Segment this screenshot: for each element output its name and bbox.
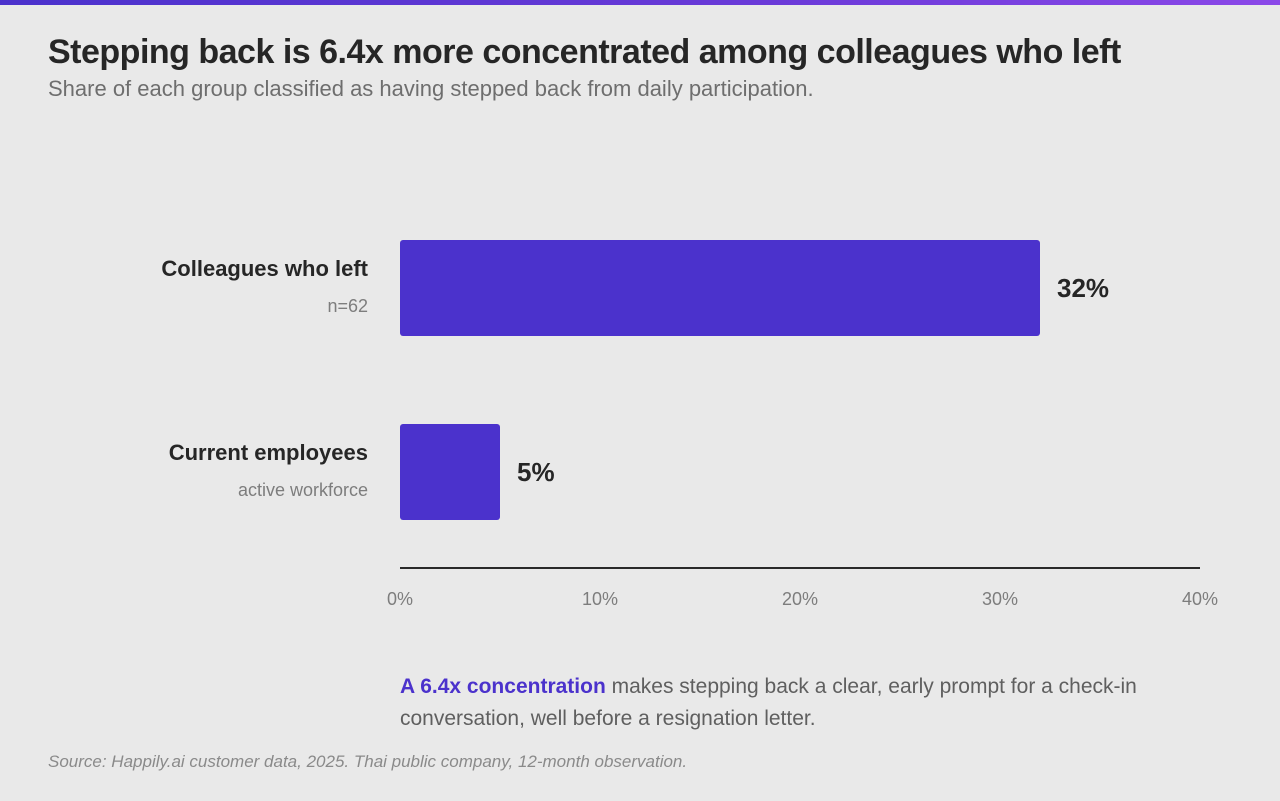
- bar-0: [400, 240, 1040, 336]
- x-tick-label-4: 40%: [1182, 589, 1218, 609]
- chart-title: Stepping back is 6.4x more concentrated …: [48, 33, 1121, 71]
- category-label-current-employees: Current employees: [168, 440, 368, 465]
- top-accent-bar: [0, 0, 1280, 5]
- x-tick-label-3: 30%: [982, 589, 1018, 609]
- chart-subtitle: Share of each group classified as having…: [48, 76, 814, 101]
- bar-value-label-0: 32%: [1057, 273, 1109, 303]
- x-tick-label-0: 0%: [387, 589, 413, 609]
- bar-1: [400, 424, 500, 520]
- bar-value-label-1: 5%: [517, 457, 555, 487]
- insight-note: A 6.4x concentration makes stepping back…: [400, 671, 1250, 735]
- source-note: Source: Happily.ai customer data, 2025. …: [48, 752, 688, 771]
- insight-highlight: A 6.4x concentration: [400, 675, 606, 698]
- category-note-colleagues-who-left: n=62: [327, 296, 368, 316]
- category-note-current-employees: active workforce: [237, 480, 368, 500]
- x-tick-label-1: 10%: [582, 589, 618, 609]
- x-tick-label-2: 20%: [782, 589, 818, 609]
- insight-text: makes stepping back a clear, early promp…: [400, 675, 1137, 730]
- category-label-colleagues-who-left: Colleagues who left: [161, 256, 368, 281]
